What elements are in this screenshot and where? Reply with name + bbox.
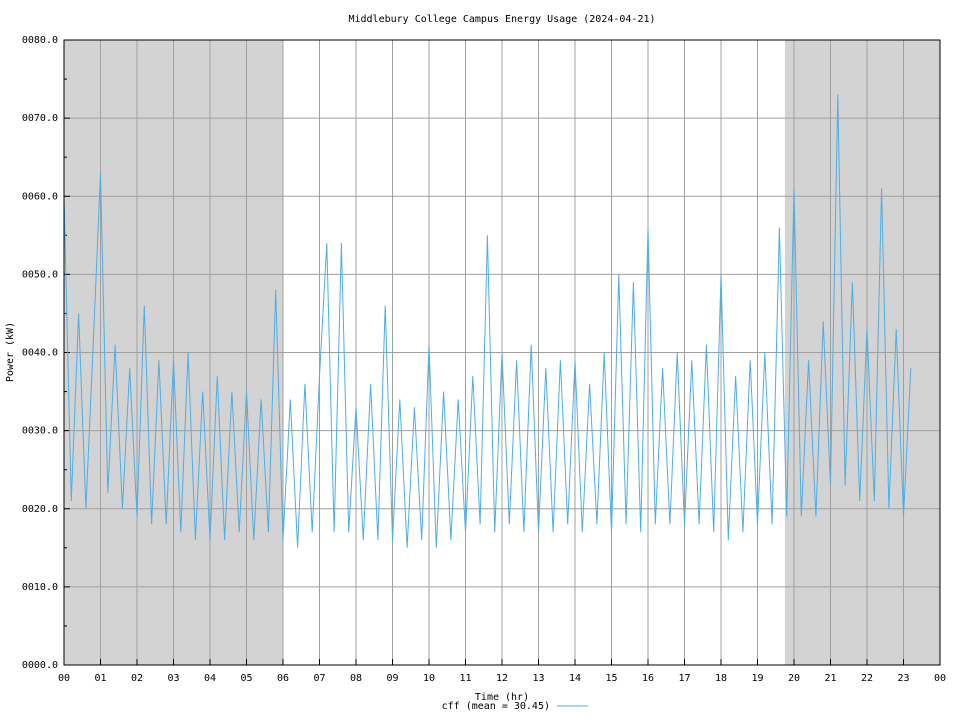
x-tick-label: 18 bbox=[715, 673, 727, 684]
x-tick-label: 23 bbox=[897, 673, 909, 684]
x-tick-label: 03 bbox=[167, 673, 179, 684]
x-tick-label: 05 bbox=[240, 673, 252, 684]
x-tick-label: 19 bbox=[751, 673, 763, 684]
x-tick-label: 00 bbox=[934, 673, 946, 684]
y-tick-label: 0050.0 bbox=[22, 269, 58, 280]
y-tick-label: 0060.0 bbox=[22, 191, 58, 202]
y-tick-label: 0030.0 bbox=[22, 426, 58, 437]
x-tick-label: 10 bbox=[423, 673, 435, 684]
x-tick-label: 22 bbox=[861, 673, 873, 684]
x-tick-label: 09 bbox=[386, 673, 398, 684]
x-tick-label: 14 bbox=[569, 673, 581, 684]
y-tick-label: 0080.0 bbox=[22, 35, 58, 46]
x-axis-label: Time (hr) bbox=[475, 692, 529, 703]
y-tick-label: 0070.0 bbox=[22, 113, 58, 124]
plot-frame bbox=[63, 39, 941, 666]
y-tick-label: 0010.0 bbox=[22, 582, 58, 593]
x-tick-label: 12 bbox=[496, 673, 508, 684]
x-tick-label: 01 bbox=[94, 673, 106, 684]
x-tick-label: 04 bbox=[204, 673, 216, 684]
x-tick-label: 16 bbox=[642, 673, 654, 684]
x-tick-label: 21 bbox=[824, 673, 836, 684]
x-tick-label: 00 bbox=[58, 673, 70, 684]
x-tick-label: 06 bbox=[277, 673, 289, 684]
legend-label: cff (mean = 30.45) bbox=[442, 701, 550, 712]
data-line bbox=[63, 94, 912, 548]
x-tick-label: 08 bbox=[350, 673, 362, 684]
y-tick-label: 0000.0 bbox=[22, 660, 58, 671]
x-tick-label: 07 bbox=[313, 673, 325, 684]
x-tick-label: 13 bbox=[532, 673, 544, 684]
y-tick-label: 0020.0 bbox=[22, 504, 58, 515]
x-tick-label: 02 bbox=[131, 673, 143, 684]
chart-title: Middlebury College Campus Energy Usage (… bbox=[348, 14, 655, 25]
y-axis-label: Power (kW) bbox=[5, 322, 16, 382]
x-tick-label: 20 bbox=[788, 673, 800, 684]
x-tick-label: 17 bbox=[678, 673, 690, 684]
x-tick-label: 15 bbox=[605, 673, 617, 684]
x-tick-label: 11 bbox=[459, 673, 471, 684]
y-tick-label: 0040.0 bbox=[22, 348, 58, 359]
